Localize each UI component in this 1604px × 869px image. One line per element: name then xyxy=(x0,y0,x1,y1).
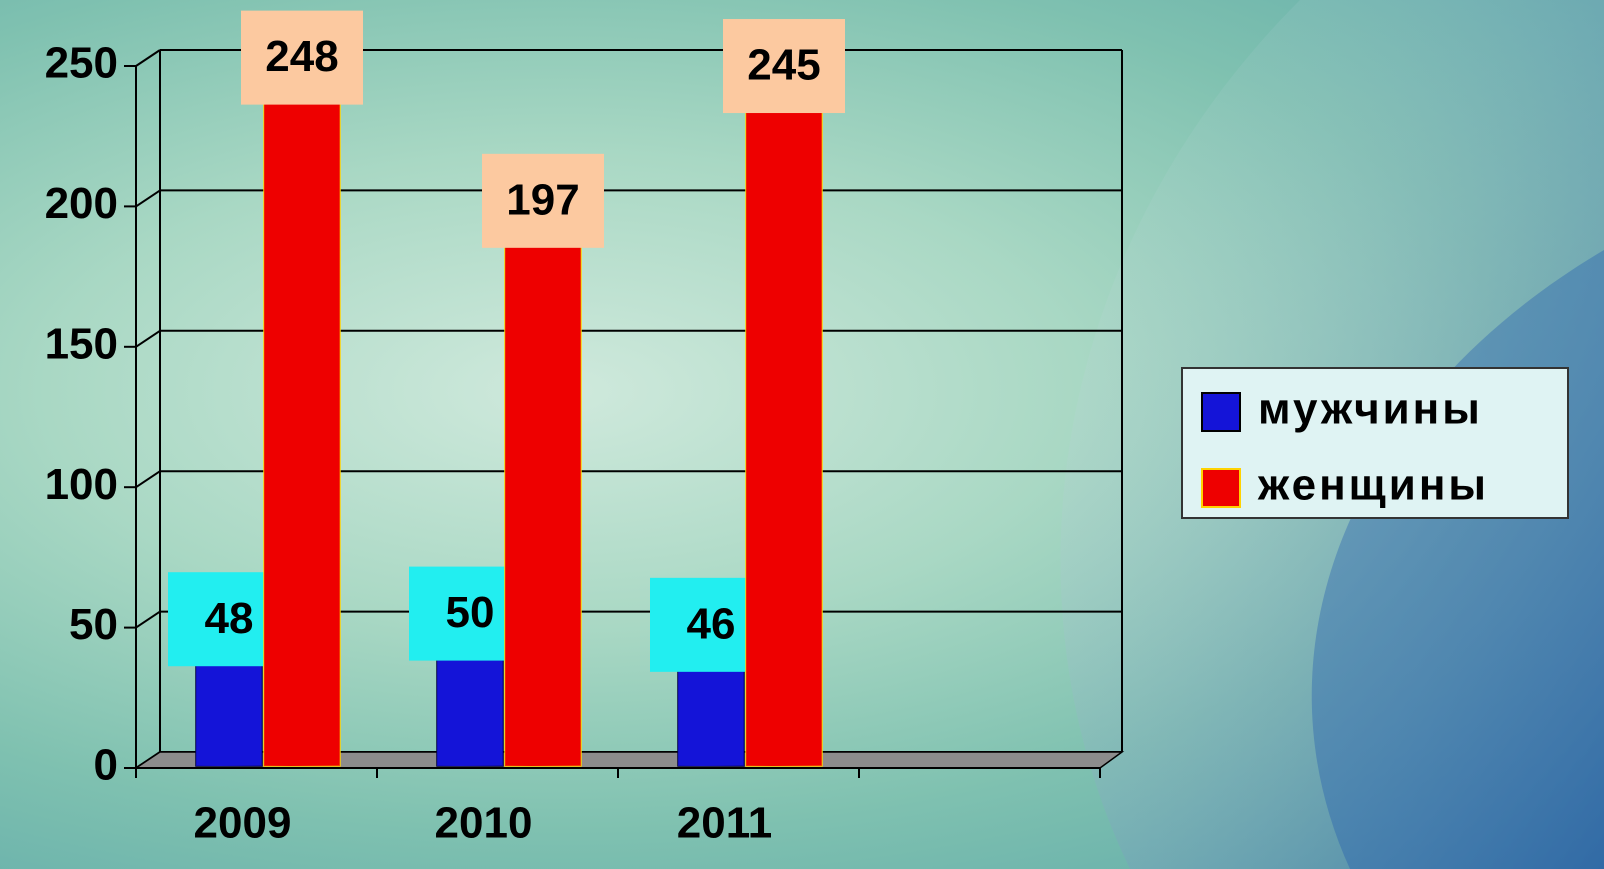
bar-shade xyxy=(505,215,581,766)
value-label: 50 xyxy=(446,588,495,637)
legend-label: женщины xyxy=(1257,461,1489,510)
legend-label: мужчины xyxy=(1258,385,1483,434)
y-tick-label: 250 xyxy=(45,39,118,88)
y-tick-label: 200 xyxy=(45,179,118,228)
grid-line xyxy=(136,50,160,66)
chart: мужчины женщины 0 50 100 150 200 250 2009 48 248 2… xyxy=(0,0,1604,869)
grid-line xyxy=(136,331,160,347)
legend-swatch xyxy=(1202,469,1240,507)
value-label: 48 xyxy=(205,594,254,643)
legend: мужчины женщины xyxy=(1182,368,1568,518)
bar-shade xyxy=(746,80,822,766)
page: мужчины женщины 0 50 100 150 200 250 2009 48 248 2… xyxy=(0,0,1604,869)
x-tick-label: 2010 xyxy=(435,799,533,848)
value-label: 46 xyxy=(687,599,736,648)
y-tick-label: 0 xyxy=(94,741,118,790)
y-tick-label: 150 xyxy=(45,319,118,368)
x-tick-label: 2009 xyxy=(194,799,292,848)
value-label: 245 xyxy=(747,41,820,90)
grid-line xyxy=(136,612,160,628)
y-tick-label: 100 xyxy=(45,460,118,509)
bar-shade xyxy=(264,72,340,766)
x-tick-label: 2011 xyxy=(677,799,772,848)
y-tick-label: 50 xyxy=(69,600,118,649)
value-label: 197 xyxy=(506,175,579,224)
grid-line xyxy=(136,190,160,206)
grid-line xyxy=(136,471,160,487)
legend-swatch xyxy=(1202,393,1240,431)
value-label: 248 xyxy=(265,32,338,81)
